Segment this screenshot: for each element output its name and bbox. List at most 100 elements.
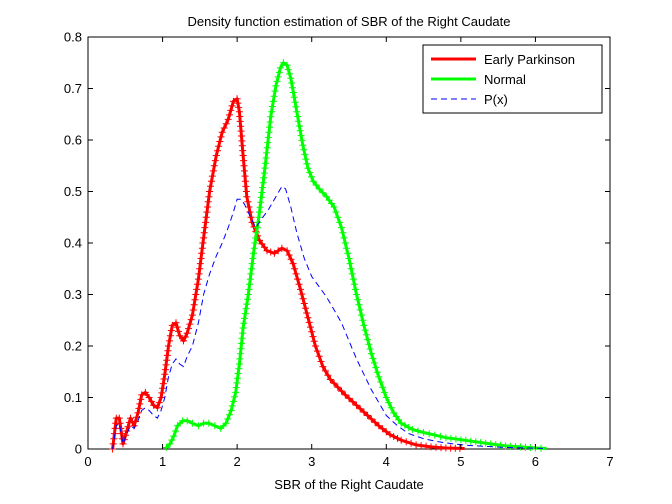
data-point-marker xyxy=(285,251,293,259)
data-point-marker xyxy=(168,436,176,444)
data-point-marker xyxy=(198,249,206,257)
data-point-marker xyxy=(262,159,269,167)
y-tick-label: 0.8 xyxy=(64,30,82,45)
data-point-marker xyxy=(394,434,401,442)
data-point-marker xyxy=(348,270,356,278)
data-point-marker xyxy=(207,182,214,190)
data-point-marker xyxy=(195,270,203,278)
data-point-marker xyxy=(431,431,439,439)
data-point-marker xyxy=(235,365,243,373)
data-point-marker xyxy=(241,314,249,322)
data-point-marker xyxy=(364,412,372,419)
data-point-marker xyxy=(197,255,205,262)
data-point-marker xyxy=(199,239,207,247)
data-point-marker xyxy=(251,239,259,247)
data-point-marker xyxy=(385,399,393,407)
data-point-marker xyxy=(373,368,381,376)
data-point-marker xyxy=(229,97,237,105)
data-point-marker xyxy=(212,152,220,159)
data-point-marker xyxy=(260,169,268,177)
data-point-marker xyxy=(291,265,299,273)
data-point-marker xyxy=(365,340,373,348)
data-point-marker xyxy=(305,318,313,326)
x-tick-label: 1 xyxy=(159,454,166,469)
data-point-marker xyxy=(222,419,230,427)
data-point-marker xyxy=(290,93,298,101)
data-point-marker xyxy=(422,442,430,450)
data-point-marker xyxy=(115,414,123,422)
data-point-marker xyxy=(227,406,235,414)
series-line xyxy=(112,185,547,450)
data-point-marker xyxy=(304,314,312,322)
data-point-marker xyxy=(332,208,340,216)
data-point-marker xyxy=(312,181,320,189)
data-point-marker xyxy=(407,439,415,447)
data-point-marker xyxy=(201,224,209,232)
data-point-marker xyxy=(187,316,195,324)
data-point-marker xyxy=(200,234,208,242)
data-point-marker xyxy=(367,350,375,358)
data-point-marker xyxy=(286,70,294,78)
data-point-marker xyxy=(412,441,420,449)
data-point-marker xyxy=(492,441,500,448)
data-point-marker xyxy=(447,434,455,442)
y-tick-label: 0.5 xyxy=(64,184,82,199)
y-tick-label: 0.6 xyxy=(64,133,82,148)
data-point-marker xyxy=(330,379,338,387)
data-point-marker xyxy=(162,444,170,451)
data-point-marker xyxy=(387,404,395,412)
data-point-marker xyxy=(137,395,145,403)
data-point-marker xyxy=(377,378,385,386)
data-point-marker xyxy=(417,442,425,450)
data-point-marker xyxy=(343,244,350,252)
data-point-marker xyxy=(347,265,355,273)
data-point-marker xyxy=(150,401,158,409)
series-p-x- xyxy=(112,185,547,450)
y-tick-label: 0.3 xyxy=(64,287,82,302)
data-point-marker xyxy=(291,98,299,106)
data-point-marker xyxy=(319,363,327,371)
data-point-marker xyxy=(161,370,169,378)
legend: Early Parkinson Normal P(x) xyxy=(422,44,603,114)
data-point-marker xyxy=(379,425,387,433)
data-point-marker xyxy=(379,383,387,391)
data-point-marker xyxy=(436,432,444,440)
data-point-marker xyxy=(247,213,255,221)
data-point-marker xyxy=(472,438,480,446)
data-point-marker xyxy=(326,376,334,383)
data-point-marker xyxy=(334,383,342,391)
data-point-marker xyxy=(477,439,485,446)
data-point-marker xyxy=(270,92,278,100)
data-point-marker xyxy=(228,102,236,110)
data-point-marker xyxy=(349,275,357,283)
data-point-marker xyxy=(222,120,230,128)
data-point-marker xyxy=(344,249,352,257)
data-point-marker xyxy=(295,280,303,288)
data-point-marker xyxy=(315,185,323,193)
data-point-marker xyxy=(264,133,272,141)
data-point-marker xyxy=(350,280,358,288)
data-point-marker xyxy=(205,193,213,201)
data-point-marker xyxy=(292,103,300,111)
y-tick-label: 0.7 xyxy=(64,81,82,96)
data-point-marker xyxy=(357,311,365,319)
data-point-marker xyxy=(204,203,212,211)
data-point-marker xyxy=(208,172,216,180)
data-point-marker xyxy=(239,324,247,332)
data-point-marker xyxy=(226,111,233,119)
data-point-marker xyxy=(248,260,256,268)
x-tick-label: 2 xyxy=(234,454,241,469)
data-point-marker xyxy=(248,218,256,226)
data-point-marker xyxy=(232,388,240,396)
data-point-marker xyxy=(180,337,187,345)
data-point-marker xyxy=(302,155,310,163)
data-point-marker xyxy=(211,157,219,165)
data-point-marker xyxy=(234,374,241,382)
data-point-marker xyxy=(402,438,410,446)
series-layer xyxy=(109,59,547,453)
data-point-marker xyxy=(298,290,306,298)
data-point-marker xyxy=(302,304,309,312)
data-point-marker xyxy=(304,164,312,172)
data-point-marker xyxy=(116,419,124,427)
data-point-marker xyxy=(183,417,191,425)
